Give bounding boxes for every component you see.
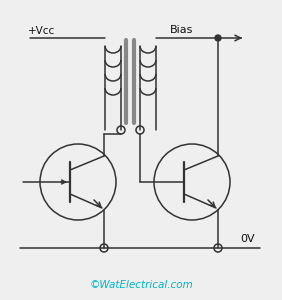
Text: +Vcc: +Vcc: [28, 26, 55, 36]
Text: Bias: Bias: [170, 25, 193, 35]
Text: ©WatElectrical.com: ©WatElectrical.com: [89, 280, 193, 290]
Circle shape: [215, 35, 221, 41]
Text: 0V: 0V: [240, 234, 255, 244]
